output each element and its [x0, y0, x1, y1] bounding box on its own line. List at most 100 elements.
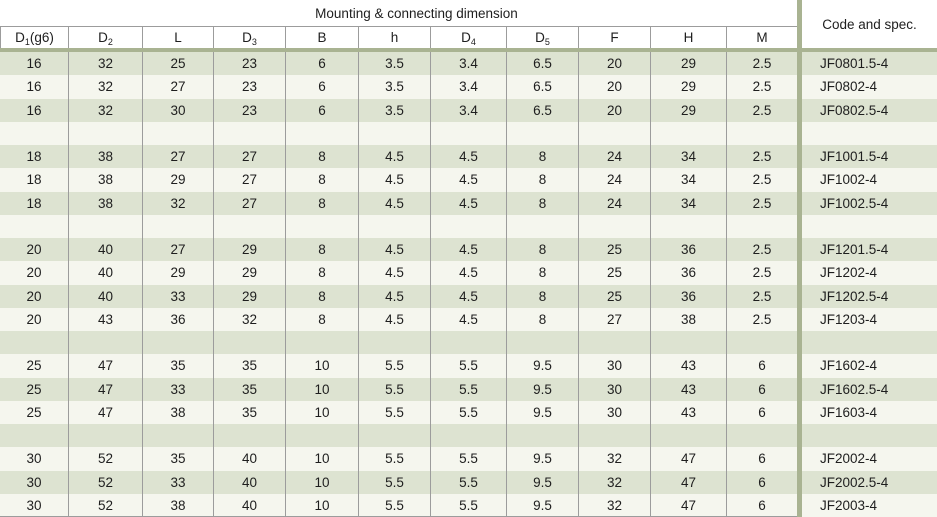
- dim-cell: 25: [578, 261, 650, 285]
- dim-cell: 8: [506, 307, 578, 331]
- dim-cell: 25: [0, 354, 68, 378]
- dim-cell: 18: [0, 168, 68, 192]
- dim-cell: 34: [650, 145, 726, 169]
- dim-cell: 9.5: [506, 354, 578, 378]
- dim-cell: 6: [726, 400, 797, 424]
- dim-cell: 43: [650, 354, 726, 378]
- table-body: 16 32 25 23 6 3.5 3.4 6.5 20 29 2.5 16 32 27 23 6 3.5 3.4…: [0, 52, 797, 517]
- dim-cell: 38: [142, 493, 213, 516]
- dim-cell: 2.5: [726, 52, 797, 76]
- spacer-cell: [430, 121, 506, 145]
- spacer-cell: [142, 121, 213, 145]
- dim-cell: 8: [285, 307, 358, 331]
- dim-cell: 16: [0, 52, 68, 76]
- code-cell: JF2002.5-4: [802, 470, 937, 494]
- dim-cell: 8: [506, 284, 578, 308]
- spacer-cell: [726, 424, 797, 448]
- dim-cell: 8: [285, 284, 358, 308]
- spacer-cell: [285, 121, 358, 145]
- code-cell: JF0802-4: [802, 75, 937, 99]
- dim-cell: 32: [578, 493, 650, 516]
- spacer-cell: [213, 424, 285, 448]
- dim-cell: 5.5: [430, 377, 506, 401]
- dim-cell: 29: [650, 75, 726, 99]
- dim-cell: 4.5: [430, 307, 506, 331]
- spacer-cell: [650, 424, 726, 448]
- dim-cell: 16: [0, 98, 68, 122]
- dim-cell: 30: [142, 98, 213, 122]
- column-header-h: h: [358, 27, 430, 48]
- dim-cell: 4.5: [430, 168, 506, 192]
- dim-cell: 36: [650, 238, 726, 262]
- dimension-section: Mounting & connecting dimension D 1 (g6) D 2…: [0, 5, 797, 517]
- spacer-cell: [726, 214, 797, 238]
- dim-cell: 27: [213, 168, 285, 192]
- dim-cell: 29: [213, 284, 285, 308]
- dim-cell: 24: [578, 145, 650, 169]
- column-header-subscript: 3: [251, 36, 257, 47]
- dim-cell: 40: [213, 493, 285, 516]
- dim-cell: 4.5: [430, 261, 506, 285]
- dim-cell: 29: [650, 98, 726, 122]
- dim-cell: 20: [0, 238, 68, 262]
- spacer-cell: [578, 121, 650, 145]
- code-column-body: JF0801.5-4 JF0802-4 JF0802.5-4 JF1001.5-4 JF…: [802, 52, 937, 517]
- dim-cell: 40: [68, 284, 142, 308]
- dim-cell: 5.5: [358, 400, 430, 424]
- dim-cell: 6.5: [506, 75, 578, 99]
- header-divider-line: [0, 48, 797, 52]
- dim-cell: 38: [68, 191, 142, 215]
- dim-cell: 8: [506, 168, 578, 192]
- dim-cell: 23: [213, 52, 285, 76]
- column-header-subscript: 5: [544, 36, 550, 47]
- dim-cell: 3.4: [430, 98, 506, 122]
- spacer-cell: [650, 214, 726, 238]
- dim-cell: 2.5: [726, 168, 797, 192]
- dim-cell: 6.5: [506, 52, 578, 76]
- dim-cell: 47: [650, 447, 726, 471]
- column-header-h2: H: [650, 27, 726, 48]
- dim-cell: 5.5: [430, 400, 506, 424]
- dim-cell: 32: [213, 307, 285, 331]
- dim-cell: 34: [650, 168, 726, 192]
- code-cell: JF1203-4: [802, 307, 937, 331]
- dim-cell: 4.5: [358, 238, 430, 262]
- dim-cell: 38: [650, 307, 726, 331]
- dim-cell: 2.5: [726, 98, 797, 122]
- dim-cell: 5.5: [430, 470, 506, 494]
- dim-cell: 8: [285, 191, 358, 215]
- dim-cell: 6: [726, 354, 797, 378]
- dim-cell: 40: [213, 447, 285, 471]
- dim-cell: 8: [506, 261, 578, 285]
- dim-cell: 6: [285, 98, 358, 122]
- dim-cell: 36: [650, 261, 726, 285]
- dim-cell: 32: [578, 470, 650, 494]
- dim-cell: 47: [68, 354, 142, 378]
- dim-cell: 6: [726, 447, 797, 471]
- spacer-cell: [802, 331, 937, 355]
- code-column-header-label: Code and spec.: [822, 16, 917, 32]
- dim-cell: 4.5: [430, 238, 506, 262]
- spacer-cell: [650, 121, 726, 145]
- dim-cell: 2.5: [726, 261, 797, 285]
- dim-cell: 27: [142, 75, 213, 99]
- code-cell: JF1603-4: [802, 400, 937, 424]
- dim-cell: 43: [650, 377, 726, 401]
- code-cell: JF1202.5-4: [802, 284, 937, 308]
- spacer-cell: [650, 331, 726, 355]
- spacer-cell: [358, 424, 430, 448]
- spacer-cell: [430, 214, 506, 238]
- column-header-base: B: [317, 30, 327, 45]
- code-cell: JF1002.5-4: [802, 191, 937, 215]
- spacer-cell: [68, 331, 142, 355]
- dim-cell: 35: [213, 354, 285, 378]
- dim-cell: 6: [285, 52, 358, 76]
- dim-cell: 33: [142, 284, 213, 308]
- dim-cell: 38: [68, 145, 142, 169]
- column-header-base: L: [174, 30, 182, 45]
- dim-cell: 25: [0, 377, 68, 401]
- dim-cell: 8: [506, 145, 578, 169]
- dim-cell: 18: [0, 191, 68, 215]
- section-divider-line: [797, 0, 802, 517]
